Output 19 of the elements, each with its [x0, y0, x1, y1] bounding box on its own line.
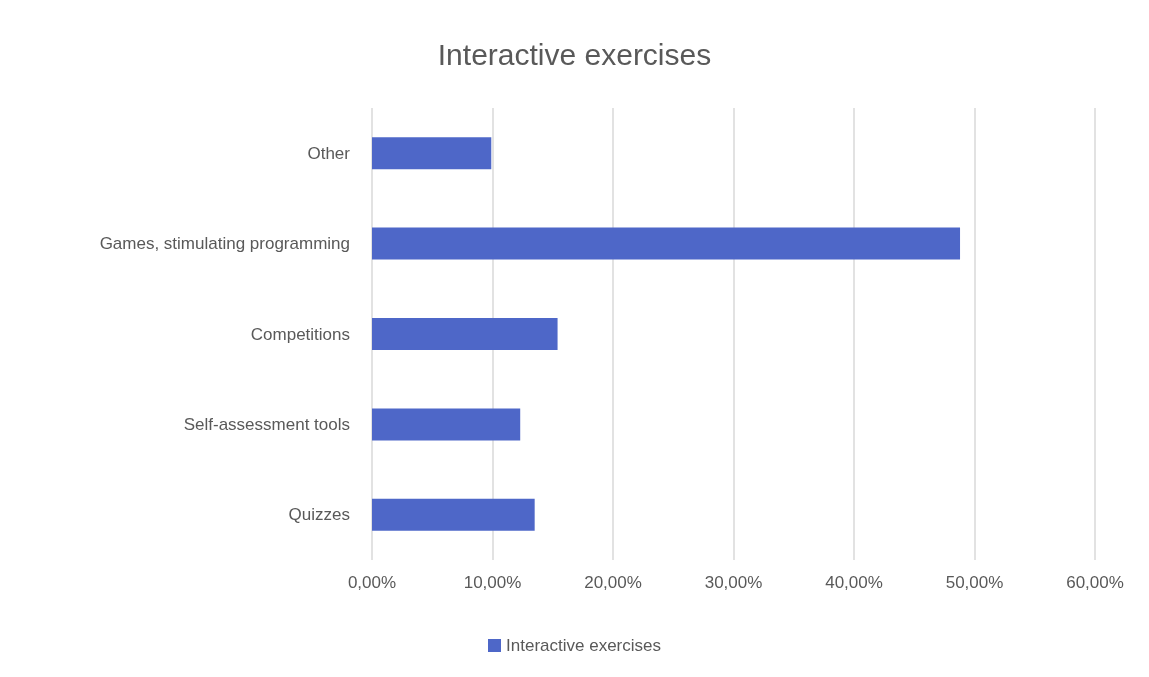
y-tick-label: Quizzes	[288, 505, 350, 525]
bar	[372, 498, 535, 531]
y-tick-label: Self-assessment tools	[183, 414, 350, 434]
legend-label: Interactive exercises	[506, 636, 661, 655]
chart-title: Interactive exercises	[437, 37, 712, 71]
x-tick-label: 20,00%	[584, 573, 642, 592]
bar	[372, 137, 492, 170]
x-tick-label: 0,00%	[347, 573, 397, 592]
bar	[372, 318, 558, 350]
x-tick-label: 30,00%	[704, 573, 763, 592]
x-tick-label: 40,00%	[825, 573, 883, 592]
x-tick-label: 50,00%	[945, 573, 1004, 592]
bar	[372, 227, 961, 260]
x-tick-label: 10,00%	[463, 573, 522, 592]
y-tick-label: Other	[307, 143, 351, 163]
x-tick-label: 60,00%	[1066, 573, 1124, 592]
y-tick-label: Games, stimulating programming	[99, 234, 350, 254]
bar	[372, 408, 521, 441]
y-tick-label: Competitions	[250, 324, 350, 344]
